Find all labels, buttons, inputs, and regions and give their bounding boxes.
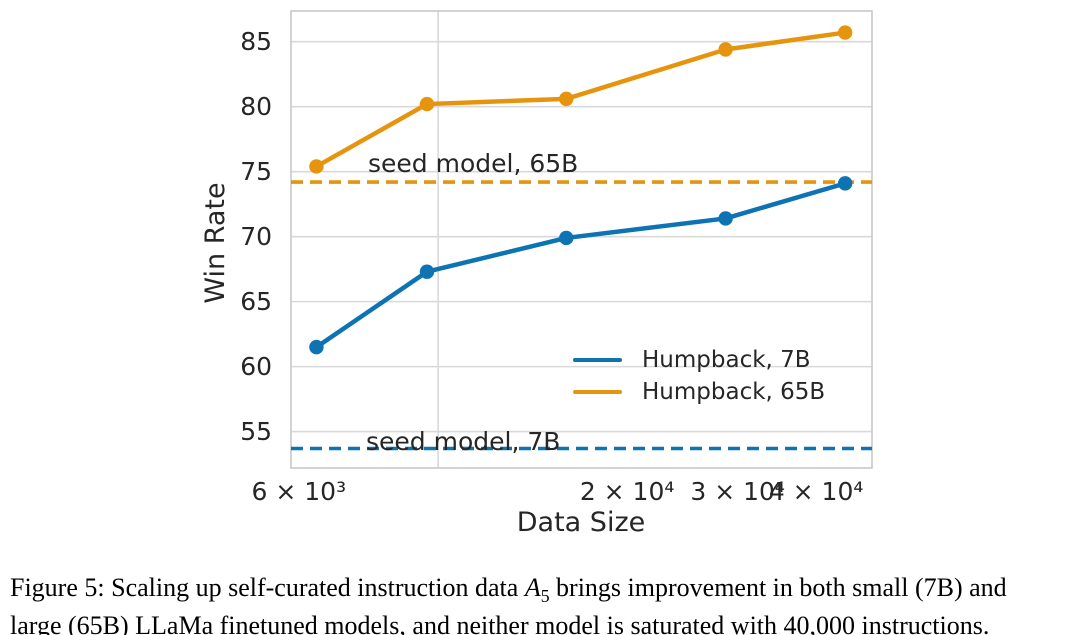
data-point-humpback-65b-3: [718, 42, 733, 57]
legend-line-orange-icon: [573, 390, 622, 394]
x-tick-6000: 6 × 10³: [251, 477, 347, 506]
data-point-humpback-7b-2: [559, 230, 574, 246]
annotation-seed-model-65b: seed model, 65B: [368, 149, 579, 178]
series-line-humpback-65b: [314, 30, 848, 169]
data-point-humpback-7b-3: [718, 211, 733, 226]
data-point-humpback-7b-0: [309, 339, 324, 355]
caption-math-symbol: A: [524, 573, 541, 602]
caption-line-1: Figure 5: Scaling up self-curated instru…: [10, 573, 1076, 611]
y-tick-70: 70: [240, 221, 272, 251]
y-axis-label: Win Rate: [200, 182, 231, 304]
legend-label-humpback-65b: Humpback, 65B: [642, 379, 826, 405]
legend-item-humpback-7b: Humpback, 7B: [573, 344, 825, 376]
series-line-humpback-7b: [314, 181, 848, 350]
data-point-humpback-65b-2: [559, 91, 574, 107]
caption-line-2: large (65B) LLaMa finetuned models, and …: [10, 611, 990, 635]
y-tick-80: 80: [240, 91, 272, 121]
x-tick-30000: 3 × 10⁴: [690, 477, 785, 506]
x-tick-40000: 4 × 10⁴: [768, 477, 864, 506]
caption-text-pre: Figure 5: Scaling up self-curated instru…: [10, 573, 525, 602]
caption-text-post: brings improvement in both small (7B) an…: [549, 573, 1007, 602]
y-tick-85: 85: [240, 26, 272, 56]
plot-border: [290, 10, 873, 469]
y-tick-65: 65: [240, 286, 272, 316]
legend-item-humpback-65b: Humpback, 65B: [573, 376, 825, 408]
figure-caption: Figure 5: Scaling up self-curated instru…: [10, 573, 1076, 635]
data-point-humpback-65b-0: [309, 159, 324, 174]
x-tick-20000: 2 × 10⁴: [579, 477, 675, 506]
legend-label-humpback-7b: Humpback, 7B: [642, 347, 811, 373]
y-tick-60: 60: [240, 351, 272, 381]
annotation-seed-model-7b: seed model, 7B: [366, 427, 561, 456]
y-tick-55: 55: [240, 416, 272, 446]
caption-math-subscript: 5: [540, 586, 550, 607]
legend-line-blue-icon: [573, 358, 622, 362]
plot-area: [290, 10, 873, 469]
legend: Humpback, 7B Humpback, 65B: [573, 344, 825, 408]
data-point-humpback-7b-4: [837, 176, 853, 191]
y-tick-75: 75: [240, 156, 272, 186]
data-point-humpback-65b-1: [419, 96, 435, 112]
x-axis-label: Data Size: [516, 507, 646, 538]
data-point-humpback-7b-1: [419, 264, 435, 279]
data-point-humpback-65b-4: [837, 25, 853, 40]
